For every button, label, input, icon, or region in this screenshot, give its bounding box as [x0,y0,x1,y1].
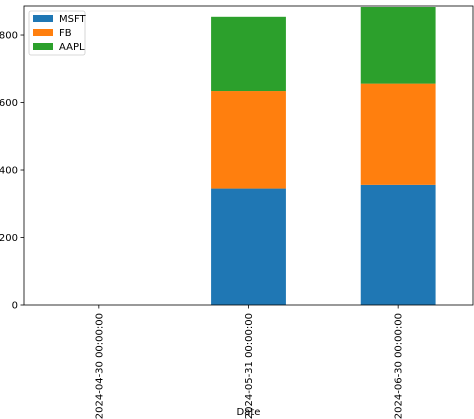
legend[interactable]: MSFT FB AAPL [28,10,87,56]
legend-label-msft: MSFT [59,14,87,25]
bar-msft-1 [211,188,286,305]
bar-fb-1 [211,91,286,189]
legend-label-aapl: AAPL [59,42,85,53]
legend-label-fb: FB [59,28,72,39]
y-axis: 0 200 400 600 800 [0,31,24,312]
y-tick-label: 800 [0,31,18,42]
x-axis: 2024-04-30 00:00:00 2024-05-31 00:00:00 20… [94,305,405,419]
bar-fb-2 [360,83,436,185]
x-axis-title: Date [237,407,261,418]
x-tick-label: 2024-06-30 00:00:00 [394,313,405,419]
bars-group [211,7,436,305]
y-tick-label: 0 [12,301,18,312]
y-tick-label: 400 [0,166,18,177]
bar-aapl-2 [360,7,436,84]
legend-swatch-fb [33,29,53,36]
legend-swatch-msft [33,15,53,22]
bar-msft-2 [360,184,436,305]
x-tick-label: 2024-05-31 00:00:00 [244,313,255,419]
x-tick-label: 2024-04-30 00:00:00 [94,313,105,419]
y-tick-label: 600 [0,98,18,109]
bar-aapl-1 [211,16,286,92]
y-tick-label: 200 [0,233,18,244]
legend-swatch-aapl [33,43,53,50]
